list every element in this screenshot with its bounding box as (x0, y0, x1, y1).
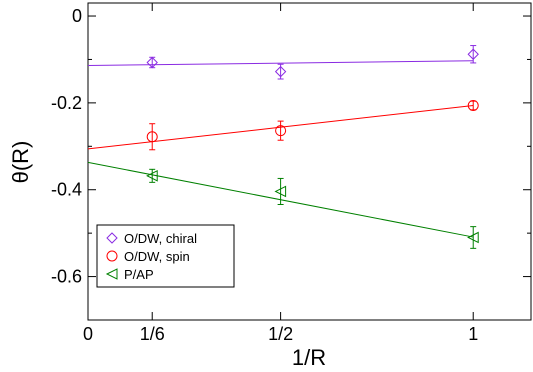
fit-lines (87, 60, 474, 238)
data-point (146, 170, 158, 182)
tick-group: 0 1/6 1/2 1 0 -0.2 -0.4 -0.6 (51, 3, 531, 344)
x-tick-label: 1 (468, 324, 478, 344)
legend-label: P/AP (124, 267, 154, 282)
legend-label: O/DW, chiral (124, 231, 197, 246)
legend: O/DW, chiral O/DW, spin P/AP (96, 224, 235, 288)
legend-marker (106, 250, 118, 262)
legend-marker (105, 268, 118, 280)
x-tick-label: 1/2 (268, 324, 293, 344)
x-tick-label: 0 (83, 324, 93, 344)
data-point (274, 185, 287, 198)
data-point (467, 231, 479, 244)
y-tick-label: -0.2 (51, 93, 82, 113)
data-point (146, 56, 158, 69)
y-axis-title: θ(R) (8, 141, 33, 184)
data-point (146, 131, 158, 143)
x-tick-label: 1/6 (140, 324, 165, 344)
y-tick-label: -0.4 (51, 180, 82, 200)
data-point (467, 48, 479, 60)
legend-marker (106, 232, 118, 244)
data-point (467, 99, 479, 111)
data-points (146, 45, 479, 249)
plot-frame (87, 2, 532, 321)
legend-label: O/DW, spin (124, 249, 190, 264)
x-axis-title: 1/R (292, 345, 326, 370)
y-tick-label: -0.6 (51, 267, 82, 287)
data-point (274, 65, 287, 78)
y-tick-label: 0 (72, 6, 82, 26)
legend-box (96, 224, 235, 288)
data-point (275, 125, 287, 137)
